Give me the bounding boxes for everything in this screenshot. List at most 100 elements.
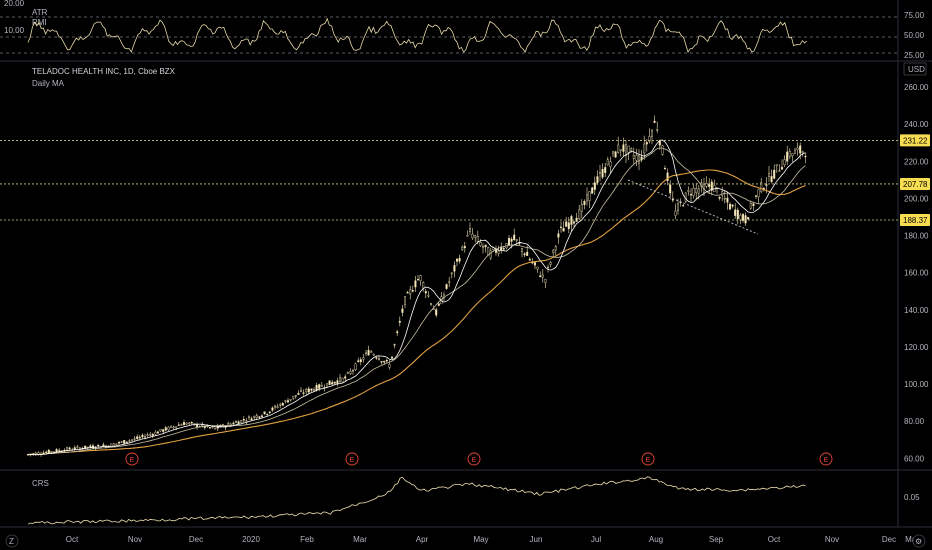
candle-body — [258, 416, 261, 418]
candle-body — [128, 440, 131, 442]
candle-body — [141, 434, 144, 438]
price-axis[interactable]: 260.00 240.00 220.00 200.00 180.00 160.00 140.… — [904, 83, 929, 463]
candle-body — [138, 436, 141, 439]
zoom-label: Z — [9, 537, 14, 546]
candle-body — [744, 215, 747, 224]
candle-body — [794, 149, 797, 154]
candle-body — [682, 205, 685, 207]
candle-body — [557, 233, 560, 238]
candle-body — [123, 440, 126, 444]
candle-body — [424, 291, 427, 294]
candle-body — [448, 281, 451, 283]
candle-body — [513, 234, 516, 241]
crs-line — [27, 476, 806, 525]
candle-body — [320, 385, 323, 387]
candle-body — [502, 248, 505, 250]
candle-body — [214, 427, 217, 430]
time-axis[interactable]: Oct Nov Dec 2020 Feb Mar Apr May Jun Jul Aug Sep Oct… — [66, 535, 919, 544]
candle-body — [684, 192, 687, 202]
candle-body — [242, 419, 245, 421]
candle-body — [791, 153, 794, 157]
candle-body — [651, 130, 654, 137]
candle-body — [297, 392, 300, 395]
indicator-scale-75: 75.00 — [904, 11, 925, 20]
candle-body — [227, 423, 230, 425]
price-axis-tick: 100.00 — [904, 380, 929, 389]
candle-body — [409, 289, 412, 295]
candle-body — [588, 191, 591, 201]
indicator-value-left: 20.00 — [4, 0, 25, 8]
indicator-pane-rmi[interactable]: ATR RMI 20.00 10.00 75.00 50.00 25.00 — [4, 0, 925, 60]
candle-body — [276, 406, 279, 408]
candle-body — [526, 251, 529, 256]
ma-mid-line — [27, 147, 806, 455]
candle-body — [287, 400, 290, 403]
candle-body — [102, 444, 105, 446]
time-axis-tick: 2020 — [242, 535, 260, 544]
candle-body — [536, 266, 539, 270]
candle-body — [487, 247, 490, 256]
candle-body — [349, 371, 352, 374]
price-axis-tick: 120.00 — [904, 343, 929, 352]
candle-body — [775, 164, 778, 167]
candle-body — [726, 197, 729, 203]
candle-body — [573, 221, 576, 224]
candle-body — [76, 446, 79, 448]
candle-body — [310, 388, 313, 391]
settings-button[interactable]: ⚙ — [912, 534, 926, 548]
candle-body — [305, 389, 308, 392]
candle-body — [375, 357, 378, 359]
candle-body — [396, 331, 399, 333]
candle-body — [274, 405, 277, 408]
time-axis-tick: Jul — [591, 535, 601, 544]
candle-body — [294, 395, 297, 397]
indicator-pane-crs[interactable]: CRS 0.05 — [27, 476, 920, 525]
price-tag — [900, 213, 930, 226]
candle-body — [89, 445, 92, 448]
currency-button[interactable]: USD — [903, 62, 927, 76]
candle-body — [97, 444, 100, 447]
candle-body — [398, 320, 401, 323]
price-pane[interactable]: TELADOC HEALTH INC, 1D, Cboe BZX Daily M… — [0, 67, 898, 466]
candle-body — [580, 204, 583, 212]
candle-body — [250, 418, 253, 421]
candle-body — [68, 447, 71, 450]
candle-body — [658, 140, 661, 146]
crs-label: CRS — [32, 479, 49, 488]
price-axis-tick: 140.00 — [904, 306, 929, 315]
candle-body — [596, 176, 599, 183]
candle-body — [388, 364, 391, 368]
indicator-scale-25: 25.00 — [904, 51, 925, 60]
candle-body — [549, 262, 552, 265]
candle-body — [328, 380, 331, 385]
candle-body — [562, 228, 565, 232]
candle-body — [237, 421, 240, 424]
candle-body — [567, 222, 570, 229]
candle-body — [638, 155, 641, 164]
candle-body — [120, 441, 123, 443]
price-axis-tick: 240.00 — [904, 120, 929, 129]
candle-body — [664, 167, 667, 170]
candle-body — [765, 184, 768, 186]
candle-body — [154, 431, 157, 435]
candle-body — [125, 441, 128, 443]
candle-body — [292, 395, 295, 399]
candle-body — [143, 436, 146, 439]
zoom-button[interactable]: Z — [5, 534, 19, 548]
candle-body — [601, 169, 604, 178]
candle-body — [65, 447, 68, 451]
candle-body — [445, 284, 448, 289]
price-tag-label: 188.37 — [903, 216, 928, 225]
candle-body — [146, 434, 149, 436]
earnings-event-icon — [819, 452, 833, 466]
candle-body — [354, 363, 357, 370]
candle-body — [645, 142, 648, 145]
candle-body — [185, 422, 188, 425]
candle-body — [435, 309, 438, 316]
candle-body — [401, 308, 404, 313]
earnings-event-icon — [641, 452, 655, 466]
candle-body — [136, 436, 139, 439]
candle-body — [380, 361, 383, 363]
price-axis-tick: 80.00 — [904, 417, 925, 426]
